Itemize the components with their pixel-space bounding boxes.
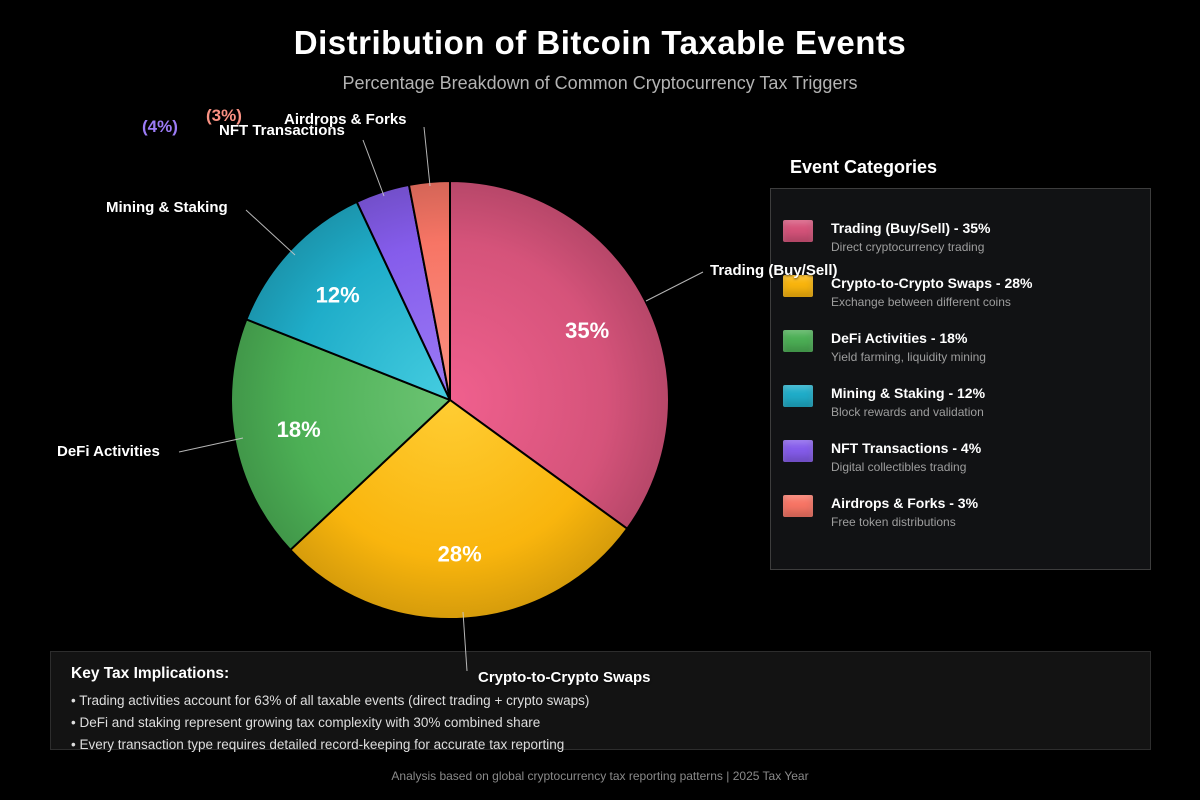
- callout-airdrops: Airdrops & Forks: [284, 111, 407, 128]
- legend-item-description: Digital collectibles trading: [831, 460, 967, 474]
- footer-note: Analysis based on global cryptocurrency …: [391, 769, 809, 783]
- callout-trading: Trading (Buy/Sell): [710, 262, 838, 279]
- defi-color-swatch: [783, 330, 813, 352]
- leader-line-airdrops: [423, 126, 431, 187]
- page-title: Distribution of Bitcoin Taxable Events: [293, 24, 907, 61]
- airdrops-color-swatch: [783, 495, 813, 517]
- legend-item-defi: DeFi Activities - 18% Yield farming, liq…: [783, 329, 1138, 384]
- page-subtitle: Percentage Breakdown of Common Cryptocur…: [342, 73, 858, 93]
- pie-slice-defi-activities: [230, 318, 451, 551]
- legend-item-trading: Trading (Buy/Sell) - 35% Direct cryptocu…: [783, 219, 1138, 274]
- pie-pct-label: 12%: [316, 283, 360, 308]
- legend-item-description: Exchange between different coins: [831, 295, 1011, 309]
- leader-line-nft: [362, 139, 385, 197]
- legend-item-description: Yield farming, liquidity mining: [831, 350, 986, 364]
- legend-item-airdrops: Airdrops & Forks - 3% Free token distrib…: [783, 494, 1138, 549]
- mining-color-swatch: [783, 385, 813, 407]
- legend-item-nft: NFT Transactions - 4% Digital collectibl…: [783, 439, 1138, 494]
- callout-pct-airdrops: (3%): [206, 106, 242, 125]
- legend-item-title: Crypto-to-Crypto Swaps - 28%: [831, 275, 1033, 291]
- nft-color-swatch: [783, 440, 813, 462]
- pie-pct-label: 18%: [277, 417, 321, 442]
- implications-title: Key Tax Implications:: [71, 665, 230, 682]
- leader-line-swaps: [462, 611, 468, 672]
- callout-defi: DeFi Activities: [57, 443, 160, 460]
- callout-pct-nft: (4%): [142, 117, 178, 136]
- legend-title: Event Categories: [790, 157, 938, 177]
- pie-slices: 35% 28% 18% 12%: [230, 180, 670, 620]
- pie-slice-trading-buy-sell-: [449, 180, 670, 530]
- legend-item-title: DeFi Activities - 18%: [831, 330, 968, 346]
- leader-line-defi: [178, 437, 244, 453]
- implication-bullet: • Every transaction type requires detail…: [71, 737, 565, 752]
- key-implications-panel: Key Tax Implications: • Trading activiti…: [50, 651, 1151, 752]
- legend-item-title: Trading (Buy/Sell) - 35%: [831, 220, 991, 236]
- implication-bullet: • Trading activities account for 63% of …: [71, 693, 590, 708]
- legend-item-title: Airdrops & Forks - 3%: [831, 495, 979, 511]
- legend-item-description: Block rewards and validation: [831, 405, 984, 419]
- leader-line-mining: [245, 209, 296, 256]
- leader-line-trading: [645, 271, 704, 302]
- pie-pct-label: 28%: [438, 542, 482, 567]
- callout-swaps: Crypto-to-Crypto Swaps: [478, 669, 651, 686]
- callout-mining: Mining & Staking: [106, 199, 228, 216]
- implication-bullet: • DeFi and staking represent growing tax…: [71, 715, 541, 730]
- legend-item-description: Direct cryptocurrency trading: [831, 240, 985, 254]
- leader-lines: [178, 126, 704, 672]
- trading-color-swatch: [783, 220, 813, 242]
- swaps-color-swatch: [783, 275, 813, 297]
- legend-item-swaps: Crypto-to-Crypto Swaps - 28% Exchange be…: [783, 274, 1138, 329]
- legend-item-description: Free token distributions: [831, 515, 956, 529]
- legend-panel: Trading (Buy/Sell) - 35% Direct cryptocu…: [770, 188, 1151, 570]
- legend-item-title: Mining & Staking - 12%: [831, 385, 986, 401]
- legend-item-mining: Mining & Staking - 12% Block rewards and…: [783, 384, 1138, 439]
- callout-nft: NFT Transactions: [219, 122, 345, 139]
- pie-pct-label: 35%: [565, 318, 609, 343]
- legend-item-title: NFT Transactions - 4%: [831, 440, 982, 456]
